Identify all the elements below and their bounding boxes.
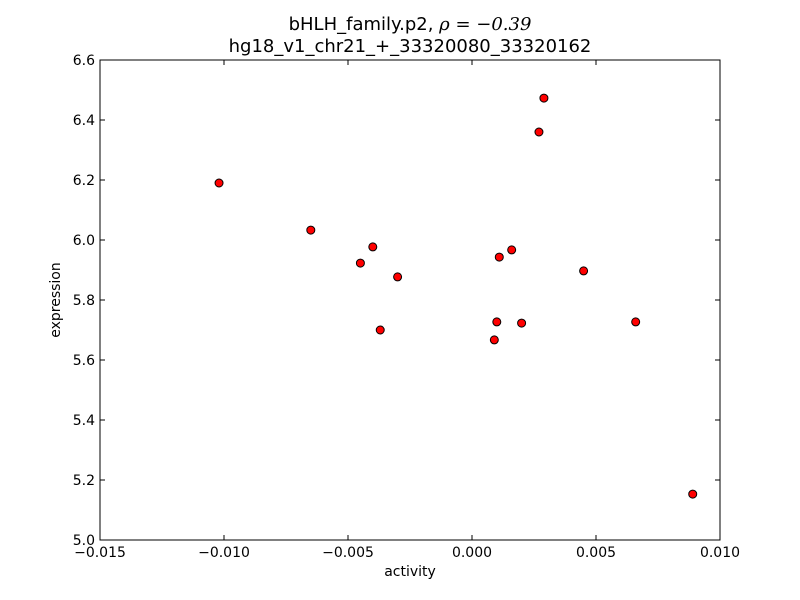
chart-title-rho: ρ = −0.39 [438,14,531,35]
data-point [306,225,316,235]
x-tick-label: 0.010 [700,545,740,561]
y-axis-label: expression [48,262,64,338]
data-point [517,318,527,328]
data-point [688,489,698,499]
y-tick-label: 6.2 [73,173,95,189]
chart-title-line2: hg18_v1_chr21_+_33320080_33320162 [229,36,592,57]
plot-frame [99,59,721,541]
y-tick-label: 5.4 [73,413,95,429]
data-point [355,258,365,268]
y-tick-label: 5.8 [73,293,95,309]
y-tick-label: 5.6 [73,353,95,369]
data-point [507,245,517,255]
data-point [489,335,499,345]
y-tick-label: 6.0 [73,233,95,249]
x-tick-label: −0.010 [198,545,250,561]
data-point [368,242,378,252]
data-point [539,93,549,103]
data-point [492,317,502,327]
data-point [494,252,504,262]
y-tick-label: 6.6 [73,53,95,69]
data-point [214,178,224,188]
x-tick-label: −0.005 [322,545,374,561]
data-point [534,127,544,137]
y-tick-label: 5.2 [73,473,95,489]
x-axis-label: activity [384,564,436,580]
plot-area: −0.015 −0.010 −0.005 0.000 0.005 0.010 5.0 5.2 5… [73,53,740,561]
data-point [631,317,641,327]
chart-title-prefix: bHLH_family.p2, [289,14,440,35]
x-tick-label: 0.000 [452,545,492,561]
chart-title-line1: bHLH_family.p2, ρ = −0.39 [289,14,532,35]
data-point [375,325,385,335]
data-point [393,272,403,282]
y-tick-label: 5.0 [73,533,95,549]
data-point [579,266,589,276]
x-tick-label: 0.005 [576,545,616,561]
y-tick-label: 6.4 [73,113,95,129]
x-tick-label: −0.015 [74,545,126,561]
